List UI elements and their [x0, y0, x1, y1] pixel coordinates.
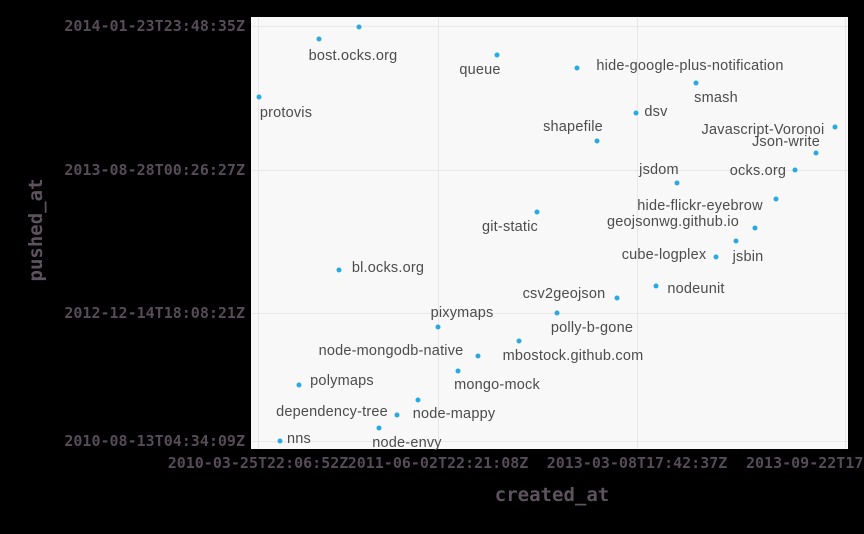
y-axis-tick-label: 2012-12-14T18:08:21Z — [64, 304, 245, 322]
data-point-label: dependency-tree — [276, 404, 388, 420]
data-point-label: jsdom — [639, 162, 679, 178]
data-point-label: node-mongodb-native — [318, 343, 464, 359]
x-axis-tick-label: 2013-09-22T17 — [746, 454, 864, 472]
data-point-label: Javascript-Voronoi — [701, 122, 825, 138]
data-point[interactable] — [713, 254, 719, 260]
data-point[interactable] — [455, 368, 461, 374]
y-gridline — [251, 441, 848, 442]
data-point[interactable] — [256, 94, 262, 100]
data-point[interactable] — [336, 267, 342, 273]
data-point[interactable] — [594, 138, 600, 144]
y-axis-tick-label: 2013-08-28T00:26:27Z — [64, 161, 245, 179]
y-gridline — [251, 313, 848, 314]
x-axis-tick-label: 2013-03-08T17:42:37Z — [546, 454, 728, 472]
data-point[interactable] — [733, 238, 739, 244]
data-point-label: geojsonwg.github.io — [607, 214, 739, 230]
data-point-label: hide-flickr-eyebrow — [637, 198, 763, 214]
y-gridline — [251, 170, 848, 171]
data-point-label: mongo-mock — [454, 377, 540, 393]
data-point[interactable] — [435, 324, 441, 330]
data-point-label: protovis — [259, 105, 313, 121]
x-gridline — [258, 17, 259, 449]
x-gridline — [845, 17, 846, 449]
data-point[interactable] — [394, 412, 400, 418]
data-point-label: nns — [287, 431, 311, 447]
data-point[interactable] — [633, 110, 639, 116]
data-point-label: git-static — [482, 219, 538, 235]
x-axis-title: created_at — [494, 484, 610, 506]
data-point[interactable] — [494, 52, 500, 58]
x-axis-tick-label: 2011-06-02T22:21:08Z — [347, 454, 529, 472]
data-point[interactable] — [277, 438, 283, 444]
data-point[interactable] — [554, 310, 560, 316]
y-axis-tick-label: 2010-08-13T04:34:09Z — [64, 432, 245, 450]
data-point[interactable] — [296, 382, 302, 388]
data-point-label: smash — [694, 90, 738, 106]
data-point-label: jsbin — [732, 249, 764, 265]
data-point-label: bost.ocks.org — [308, 48, 398, 64]
data-point-label: dsv — [644, 104, 668, 120]
data-point-label: ocks.org — [729, 163, 787, 179]
data-point-label: node-envy — [372, 435, 442, 451]
data-point[interactable] — [792, 167, 798, 173]
data-point[interactable] — [752, 225, 758, 231]
data-point[interactable] — [534, 209, 540, 215]
x-gridline — [438, 17, 439, 449]
data-point[interactable] — [813, 150, 819, 156]
y-gridline — [251, 26, 848, 27]
data-point[interactable] — [653, 283, 659, 289]
x-gridline — [637, 17, 638, 449]
data-point-label: queue — [459, 62, 501, 78]
data-point[interactable] — [832, 124, 838, 130]
data-point[interactable] — [475, 353, 481, 359]
data-point-label: csv2geojson — [522, 286, 606, 302]
data-point[interactable] — [614, 295, 620, 301]
data-point[interactable] — [516, 338, 522, 344]
x-axis-tick-label: 2010-03-25T22:06:52Z — [167, 454, 349, 472]
data-point-label: polly-b-gone — [550, 320, 634, 336]
y-axis-title: pushed_at — [25, 178, 47, 282]
data-point[interactable] — [316, 36, 322, 42]
plot-area: bost.ocks.org queue hide-google-plus-notif… — [251, 17, 848, 451]
data-point-label: hide-google-plus-notification — [596, 58, 784, 74]
data-point[interactable] — [693, 80, 699, 86]
data-point[interactable] — [415, 397, 421, 403]
data-point-label: polymaps — [310, 373, 374, 389]
data-point-label: shapefile — [543, 119, 603, 135]
data-point[interactable] — [356, 24, 362, 30]
data-point-label: cube-logplex — [621, 247, 707, 263]
data-point-label: nodeunit — [667, 281, 725, 297]
data-point-label: Json-write — [751, 134, 821, 150]
data-point-label: mbostock.github.com — [502, 348, 644, 364]
data-point-label: bl.ocks.org — [351, 260, 425, 276]
data-point[interactable] — [376, 425, 382, 431]
data-point[interactable] — [773, 196, 779, 202]
data-point[interactable] — [674, 180, 680, 186]
data-point-label: pixymaps — [430, 305, 494, 321]
data-point[interactable] — [574, 65, 580, 71]
y-axis-tick-label: 2014-01-23T23:48:35Z — [64, 17, 245, 35]
data-point-label: node-mappy — [412, 406, 496, 422]
